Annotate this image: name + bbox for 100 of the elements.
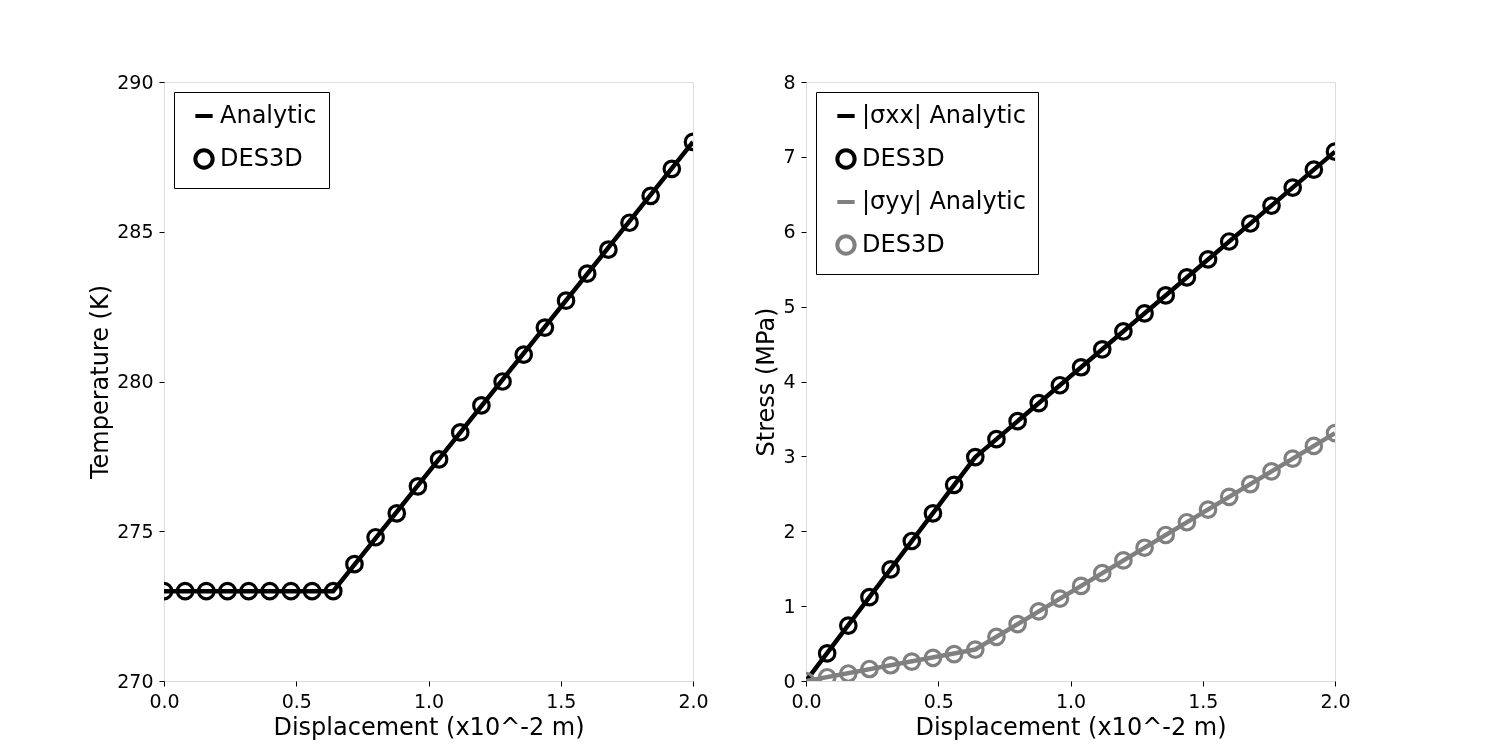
y-tick-label: 275 [117, 519, 154, 542]
point [450, 423, 470, 442]
point [1092, 339, 1112, 359]
y-tick-label: 280 [117, 370, 154, 392]
point [196, 581, 216, 601]
point [1156, 525, 1176, 545]
x-tick-label: 2.0 [1320, 689, 1351, 712]
point [1029, 393, 1049, 413]
y-tick-label: 3 [783, 444, 796, 467]
point [1114, 322, 1133, 341]
x-tick-label: 0.0 [149, 689, 180, 712]
point [472, 396, 491, 415]
x-tick-label: 1.0 [413, 689, 445, 712]
point [1262, 196, 1281, 215]
point [1114, 551, 1133, 570]
x-tick-label: 1.5 [546, 689, 577, 712]
y-tick-label: 2 [783, 519, 796, 542]
point [817, 643, 837, 663]
point [323, 581, 343, 601]
point [987, 627, 1006, 647]
point [1092, 563, 1112, 583]
point [838, 616, 858, 635]
legend-label: DES3D [220, 144, 303, 172]
point [1283, 178, 1303, 197]
point [923, 648, 943, 668]
point [1071, 576, 1091, 596]
point [239, 581, 258, 601]
x-tick-label: 0.0 [791, 689, 822, 712]
y-axis-title: Stress (MPa) [752, 307, 781, 457]
point [1050, 589, 1070, 608]
point [860, 659, 879, 679]
point [556, 291, 576, 310]
point [1198, 250, 1218, 269]
point [838, 664, 858, 681]
point [175, 581, 195, 601]
point [1198, 500, 1218, 519]
point [902, 652, 922, 671]
point [345, 554, 364, 574]
point [1283, 449, 1303, 468]
y-tick-label: 270 [117, 669, 154, 692]
point [1050, 375, 1070, 395]
point [1156, 286, 1176, 305]
point [944, 644, 964, 664]
point [366, 527, 385, 547]
point [965, 640, 985, 659]
x-tick-label: 0.5 [923, 689, 954, 712]
x-tick-label: 2.0 [678, 689, 709, 712]
x-tick-label: 0.5 [281, 689, 312, 712]
point [1177, 512, 1197, 532]
point [1071, 357, 1091, 377]
point [1219, 487, 1239, 507]
point [535, 318, 555, 337]
point [1241, 474, 1260, 494]
y-tick-label: 7 [783, 145, 796, 168]
point [987, 429, 1006, 449]
x-axis-title: Displacement (x10^-2 m) [273, 712, 585, 741]
x-tick-label: 1.5 [1188, 689, 1219, 712]
point [408, 476, 428, 496]
point [281, 581, 301, 601]
point [641, 186, 661, 206]
point [218, 581, 237, 601]
point [902, 531, 922, 551]
y-tick-label: 4 [783, 370, 796, 392]
point [1029, 602, 1049, 621]
point [493, 372, 512, 391]
point [1177, 268, 1197, 287]
point [1135, 304, 1154, 323]
x-axis-title: Displacement (x10^-2 m) [915, 712, 1227, 741]
legend-label: |σyy| Analytic [862, 187, 1026, 215]
point [620, 213, 639, 233]
point [1304, 160, 1324, 179]
point [923, 503, 943, 523]
point [965, 447, 985, 467]
legend-label: Analytic [220, 101, 317, 129]
point [599, 240, 618, 260]
point [1135, 538, 1154, 558]
point [577, 264, 597, 284]
y-tick-label: 0 [783, 669, 796, 692]
point [860, 587, 879, 607]
point [387, 503, 407, 523]
legend-label: DES3D [862, 230, 945, 258]
point [1219, 232, 1239, 251]
legend-label: |σxx| Analytic [862, 101, 1026, 129]
point [514, 345, 534, 364]
legend-label: DES3D [862, 144, 945, 172]
y-tick-label: 290 [117, 70, 154, 93]
point [260, 581, 280, 601]
y-tick-label: 1 [783, 594, 796, 617]
point [1304, 436, 1324, 456]
y-tick-label: 6 [783, 220, 796, 243]
point [881, 655, 900, 675]
point [302, 581, 322, 601]
point [1241, 214, 1260, 233]
point [1008, 614, 1027, 634]
point [1262, 462, 1281, 481]
y-tick-label: 285 [117, 220, 154, 243]
x-tick-label: 1.0 [1055, 689, 1087, 712]
point [944, 475, 964, 495]
point [662, 159, 682, 179]
y-axis-title: Temperature (K) [86, 284, 115, 481]
